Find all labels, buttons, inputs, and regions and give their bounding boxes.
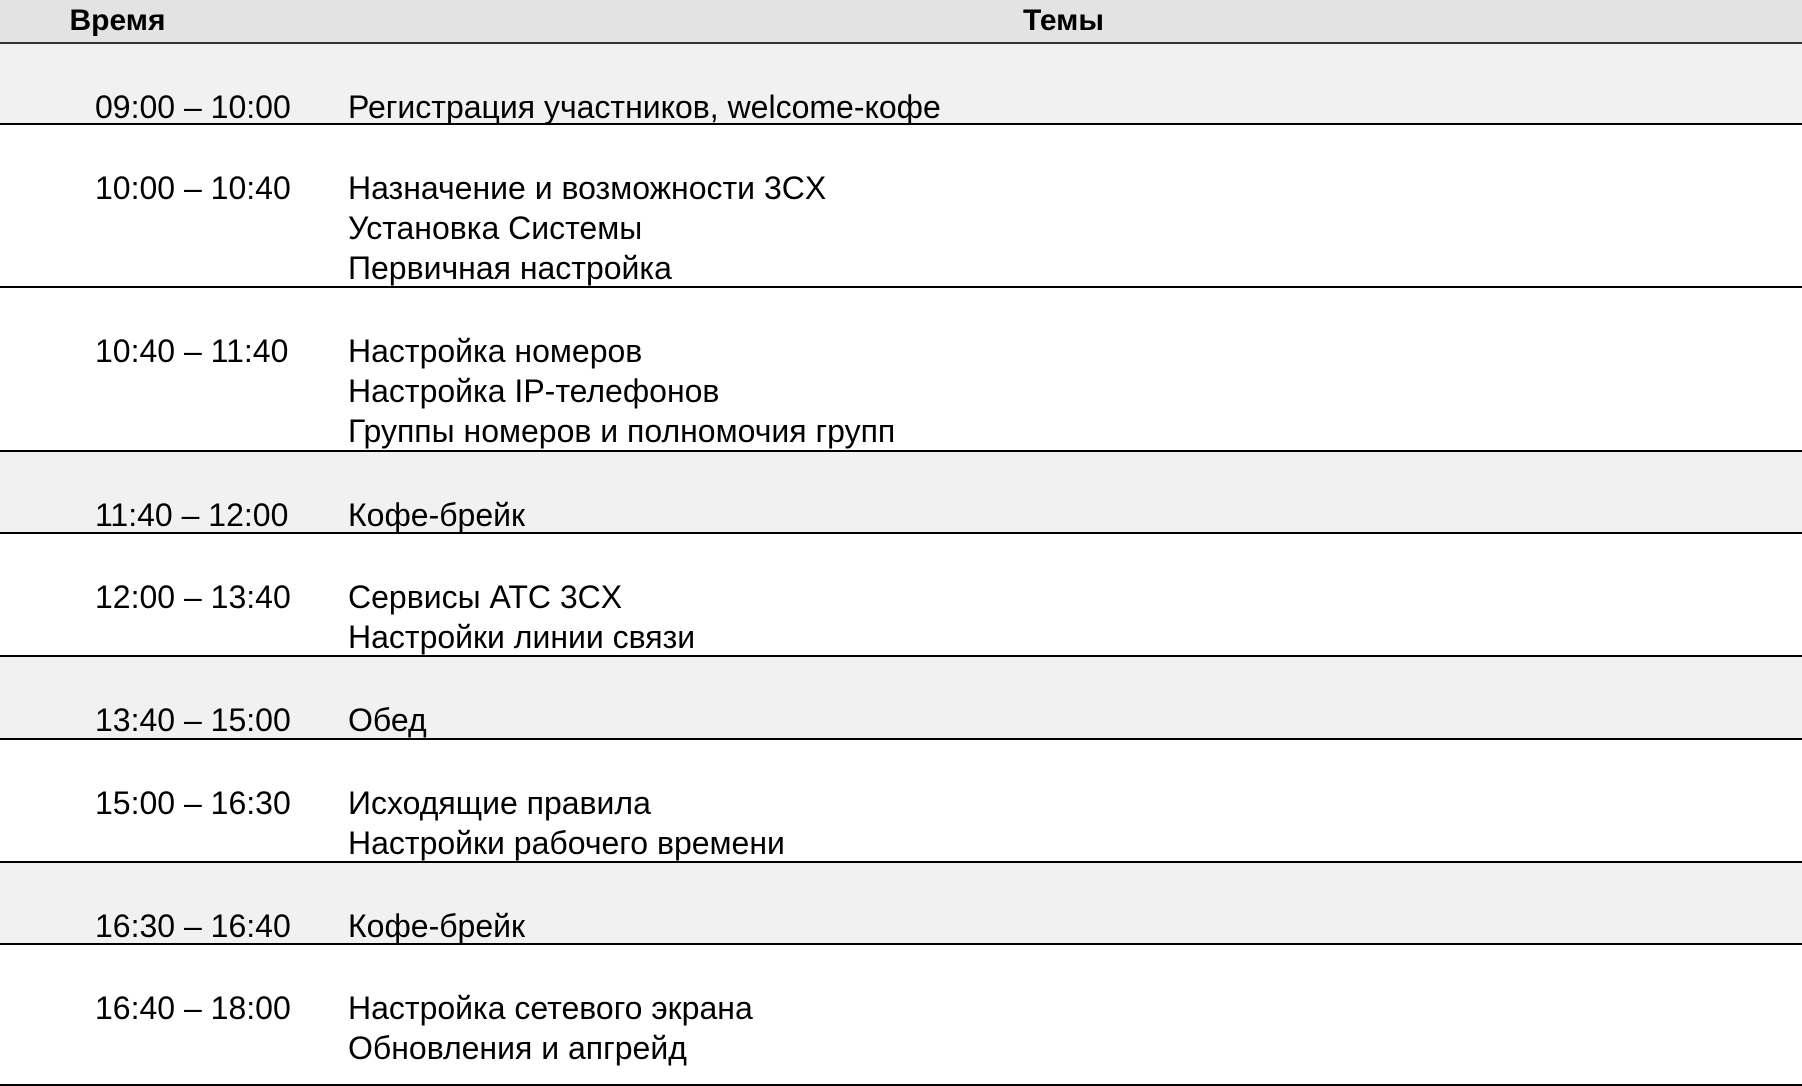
row-topics: Кофе-брейк: [348, 906, 1802, 944]
topic-item: Кофе-брейк: [348, 497, 526, 533]
topic-item: Настройка сетевого экрана: [348, 990, 753, 1026]
topic-item: Настройки линии связи: [348, 619, 696, 655]
schedule-table: 09:00 – 10:00 Регистрация участников, wel…: [0, 44, 1802, 1086]
topic-item: Регистрация участников, welcome-кофе: [348, 89, 941, 125]
topic-item: Исходящие правила: [348, 785, 651, 821]
topic-item: Настройки рабочего времени: [348, 825, 785, 861]
row-time: 12:00 – 13:40: [95, 579, 291, 615]
row-time: 13:40 – 15:00: [95, 702, 291, 738]
row-time: 15:00 – 16:30: [95, 785, 291, 821]
topic-item: Группы номеров и полномочия групп: [348, 413, 896, 449]
row-topics: Кофе-брейк: [348, 495, 1802, 533]
header-topics: Темы: [1023, 4, 1104, 37]
schedule-row: 11:40 – 12:00 Кофе-брейк: [0, 452, 1802, 534]
row-time: 11:40 – 12:00: [95, 497, 289, 533]
row-topics: Настройка номеров Настройка IP-телефонов Г…: [348, 331, 1802, 450]
row-time: 10:40 – 11:40: [95, 333, 289, 369]
schedule-row: 16:40 – 18:00 Настройка сетевого экрана Об…: [0, 945, 1802, 1086]
row-topics: Регистрация участников, welcome-кофе: [348, 87, 1802, 125]
row-time: 09:00 – 10:00: [95, 89, 291, 125]
schedule-row: 15:00 – 16:30 Исходящие правила Настройки …: [0, 740, 1802, 863]
row-time: 16:40 – 18:00: [95, 990, 291, 1026]
row-time: 16:30 – 16:40: [95, 908, 291, 944]
schedule-row: 10:00 – 10:40 Назначение и возможности 3C…: [0, 125, 1802, 288]
schedule-row: 09:00 – 10:00 Регистрация участников, wel…: [0, 44, 1802, 125]
topic-item: Настройка IP-телефонов: [348, 373, 720, 409]
schedule-row: 13:40 – 15:00 Обед: [0, 657, 1802, 740]
row-topics: Обед: [348, 700, 1802, 738]
row-topics: Сервисы АТС 3CX Настройки линии связи: [348, 577, 1802, 655]
header-time: Время: [69, 4, 166, 37]
row-topics: Настройка сетевого экрана Обновления и ап…: [348, 988, 1802, 1084]
topic-item: Обновления и апгрейд: [348, 1030, 687, 1066]
topic-item: Установка Системы: [348, 210, 643, 246]
row-topics: Исходящие правила Настройки рабочего врем…: [348, 783, 1802, 861]
row-time: 10:00 – 10:40: [95, 170, 291, 206]
schedule-row: 12:00 – 13:40 Сервисы АТС 3CX Настройки ли…: [0, 534, 1802, 657]
topic-item: Настройка номеров: [348, 333, 643, 369]
topic-item: Кофе-брейк: [348, 908, 526, 944]
topic-item: Первичная настройка: [348, 250, 672, 286]
schedule-row: 10:40 – 11:40 Настройка номеров Настройка …: [0, 288, 1802, 452]
topic-item: Обед: [348, 702, 427, 738]
topic-item: Назначение и возможности 3CX: [348, 170, 827, 206]
schedule-header: Время Темы: [0, 0, 1802, 44]
row-topics: Назначение и возможности 3CX Установка Си…: [348, 168, 1802, 286]
topic-item: Сервисы АТС 3CX: [348, 579, 623, 615]
schedule-row: 16:30 – 16:40 Кофе-брейк: [0, 863, 1802, 945]
